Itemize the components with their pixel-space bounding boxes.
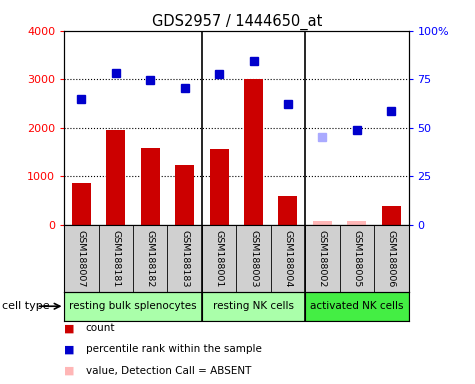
- Text: GDS2957 / 1444650_at: GDS2957 / 1444650_at: [152, 13, 323, 30]
- Text: GSM188181: GSM188181: [111, 230, 120, 287]
- Bar: [313, 221, 332, 225]
- Bar: [64, 292, 202, 321]
- Bar: [278, 195, 297, 225]
- Text: ■: ■: [64, 344, 75, 354]
- Text: count: count: [86, 323, 115, 333]
- Bar: [141, 148, 160, 225]
- Bar: [382, 206, 401, 225]
- Text: GSM188006: GSM188006: [387, 230, 396, 287]
- Text: GSM188001: GSM188001: [215, 230, 224, 287]
- Bar: [347, 221, 366, 225]
- Text: activated NK cells: activated NK cells: [310, 301, 404, 311]
- Text: GSM188003: GSM188003: [249, 230, 258, 288]
- Bar: [175, 166, 194, 225]
- Text: GSM188182: GSM188182: [146, 230, 155, 287]
- Text: GSM188183: GSM188183: [180, 230, 189, 288]
- Text: value, Detection Call = ABSENT: value, Detection Call = ABSENT: [86, 366, 251, 376]
- Text: resting bulk splenocytes: resting bulk splenocytes: [69, 301, 197, 311]
- Text: resting NK cells: resting NK cells: [213, 301, 294, 311]
- Text: GSM188002: GSM188002: [318, 230, 327, 287]
- Text: GSM188007: GSM188007: [77, 230, 86, 287]
- Bar: [202, 292, 305, 321]
- Text: GSM188004: GSM188004: [284, 230, 293, 287]
- Bar: [106, 130, 125, 225]
- Bar: [72, 183, 91, 225]
- Text: percentile rank within the sample: percentile rank within the sample: [86, 344, 261, 354]
- Bar: [209, 149, 228, 225]
- Bar: [244, 79, 263, 225]
- Text: ■: ■: [64, 323, 75, 333]
- Text: ■: ■: [64, 366, 75, 376]
- Text: GSM188005: GSM188005: [352, 230, 361, 287]
- Text: cell type: cell type: [2, 301, 50, 311]
- Bar: [305, 292, 408, 321]
